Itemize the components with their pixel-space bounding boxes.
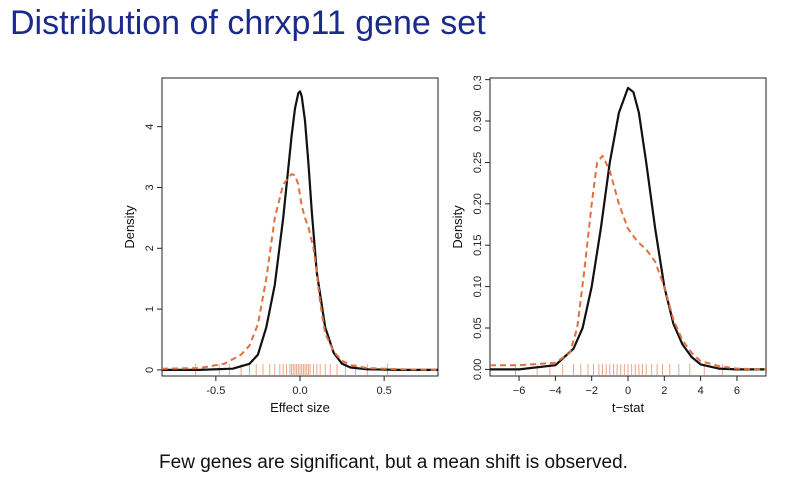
- effect-size-x-tick-label: 0.5: [376, 385, 391, 397]
- t-stat-y-axis-label: Density: [450, 205, 465, 249]
- effect-size-y-tick-label: 0: [144, 367, 156, 373]
- t-stat-solid-density-line: [490, 86, 766, 371]
- t-stat-density-chart: 0.00 0.05 0.10 0.15 0.20 0.25 0.30 0.35 −6 −4 −2 0 2…: [448, 76, 778, 421]
- effect-size-y-axis-label: Density: [122, 205, 137, 249]
- effect-size-plot-frame: [161, 77, 439, 377]
- t-stat-density-plot: 0.00 0.05 0.10 0.15 0.20 0.25 0.30 0.35 −6 −4 −2 0 2…: [450, 76, 767, 415]
- t-stat-y-tick-label: 0.25: [472, 152, 484, 173]
- t-stat-x-tick-label: −4: [549, 385, 562, 397]
- effect-size-solid-density-line: [162, 90, 438, 371]
- t-stat-x-tick-label: 4: [698, 385, 704, 397]
- t-stat-y-tick-label: 0.05: [472, 317, 484, 338]
- slide-caption: Few genes are significant, but a mean sh…: [159, 452, 628, 473]
- slide-title: Distribution of chrxp11 gene set: [10, 4, 486, 42]
- t-stat-x-tick-label: 0: [625, 385, 631, 397]
- t-stat-y-tick-label: 0.00: [472, 359, 484, 380]
- t-stat-x-tick-label: −6: [513, 385, 526, 397]
- effect-size-x-axis-label: Effect size: [270, 400, 330, 415]
- effect-size-density-chart: 0 1 2 3 4 -0.5 0.0 0.5 Effect size Density: [120, 76, 450, 421]
- t-stat-dashed-density-line: [490, 154, 767, 371]
- t-stat-x-tick-label: 6: [734, 385, 740, 397]
- t-stat-y-tick-label: 0.35: [472, 76, 484, 90]
- effect-size-dashed-density-line: [161, 173, 439, 371]
- effect-size-x-tick-label: 0.0: [292, 385, 307, 397]
- t-stat-y-tick-label: 0.30: [472, 110, 484, 131]
- effect-size-y-tick-label: 3: [144, 184, 156, 190]
- effect-size-x-tick-label: -0.5: [206, 385, 225, 397]
- t-stat-y-tick-label: 0.20: [472, 193, 484, 214]
- t-stat-x-tick-label: −2: [585, 385, 598, 397]
- effect-size-y-tick-label: 2: [144, 245, 156, 251]
- effect-size-y-tick-label: 1: [144, 306, 156, 312]
- t-stat-y-tick-label: 0.10: [472, 276, 484, 297]
- t-stat-x-axis-label: t−stat: [612, 400, 645, 415]
- effect-size-y-tick-label: 4: [144, 124, 156, 130]
- t-stat-x-tick-label: 2: [661, 385, 667, 397]
- t-stat-y-tick-label: 0.15: [472, 235, 484, 256]
- effect-size-density-plot: 0 1 2 3 4 -0.5 0.0 0.5 Effect size Density: [122, 77, 439, 415]
